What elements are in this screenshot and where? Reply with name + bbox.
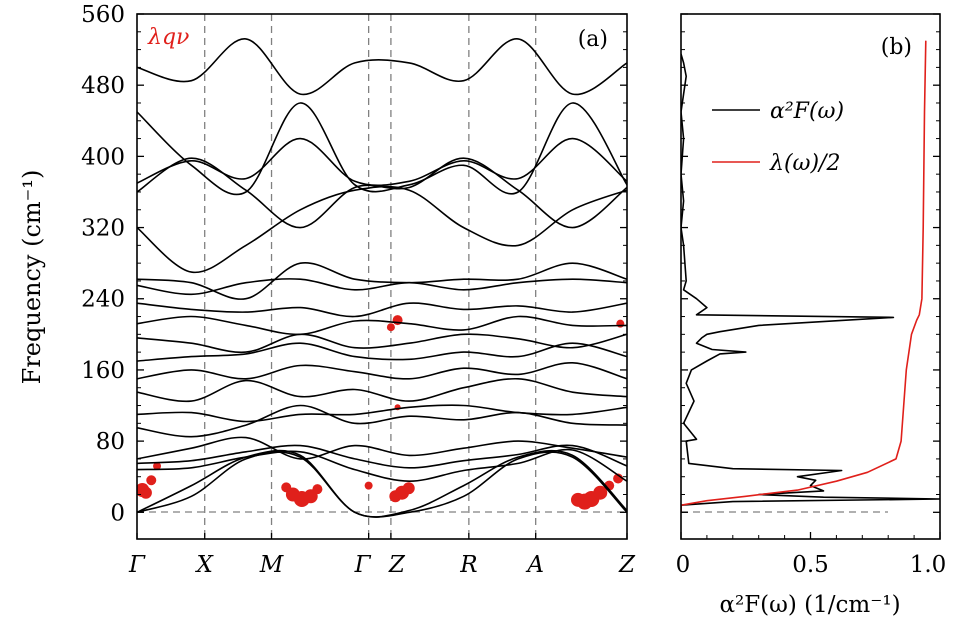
x-tick-label: A [525,552,544,578]
x-tick-label: R [459,552,477,578]
x-tick-label: Γ [354,552,372,578]
legend: α²F(ω) λ(ω)/2 [712,99,844,176]
coupling-circle [312,484,323,495]
legend-label-a2f: α²F(ω) [770,99,844,124]
y-tick-label: 0 [110,500,125,526]
panel-a-label: (a) [578,27,608,52]
phonon-band [137,262,627,300]
spectral-series [681,40,940,513]
phonon-band [137,444,627,469]
coupling-circle [402,482,415,495]
phonon-band [137,448,627,483]
y-tick-label: 320 [81,216,125,242]
y-axis-label: Frequency (cm⁻¹) [18,170,46,385]
coupling-circle [139,486,152,499]
b-x-ticks: 0 0.5 1.0 [676,532,947,578]
phonon-bands [137,38,627,518]
phonon-band [137,137,627,187]
x-tick-label: Z [388,552,406,578]
series-a2f [681,53,940,513]
phonon-band [137,404,627,438]
phonon-band [137,449,627,518]
phonon-band [137,451,627,518]
phonon-band [137,333,627,354]
phonon-band [137,436,627,460]
x-axis-label-b: α²F(ω) (1/cm⁻¹) [719,592,900,618]
phonon-band [137,377,627,403]
phonon-band [137,302,627,318]
phonon-band [137,361,627,380]
y-tick-label: 240 [81,287,125,313]
legend-label-lambda: λ(ω)/2 [769,151,840,176]
series-lambda [681,40,927,513]
y-tick-label: 80 [96,429,125,455]
x-tick-label: X [195,552,215,578]
x-tick-label: Z [618,552,636,578]
b-y-ticks [681,13,940,513]
high-symmetry-guides [204,14,537,539]
lambda-label: λqν [147,25,189,50]
y-ticks: 0 80 160 240 320 400 480 560 [81,2,627,526]
phonon-band [137,157,627,229]
y-tick-label: 480 [81,73,125,99]
frame-b [680,13,941,540]
b-x-tick-label: 0 [676,552,691,578]
coupling-circle [146,475,157,486]
phonon-band [137,38,627,96]
phonon-band [137,404,627,423]
phonon-band [137,278,627,296]
y-tick-label: 160 [81,358,125,384]
coupling-circle [386,323,395,332]
x-tick-label: Γ [128,552,146,578]
b-x-tick-label: 0.5 [792,552,829,578]
coupling-circle [364,481,373,490]
coupling-markers [137,315,625,510]
frame-a [136,13,628,540]
phonon-band [137,102,627,196]
y-tick-label: 560 [81,2,125,28]
x-tick-label: M [259,552,285,578]
coupling-circle [153,462,162,471]
y-tick-label: 400 [81,144,125,170]
phonon-band [137,315,627,336]
panel-b: 0 0.5 1.0 (b) α²F(ω) λ(ω)/2 α²F(ω) (1/cm⁻¹… [676,13,947,618]
b-x-tick-label: 1.0 [910,552,947,578]
panel-b-label: (b) [881,35,912,60]
phonon-band [137,342,627,362]
coupling-circle [616,319,625,328]
coupling-circle [593,485,608,500]
phonon-band [137,185,627,274]
